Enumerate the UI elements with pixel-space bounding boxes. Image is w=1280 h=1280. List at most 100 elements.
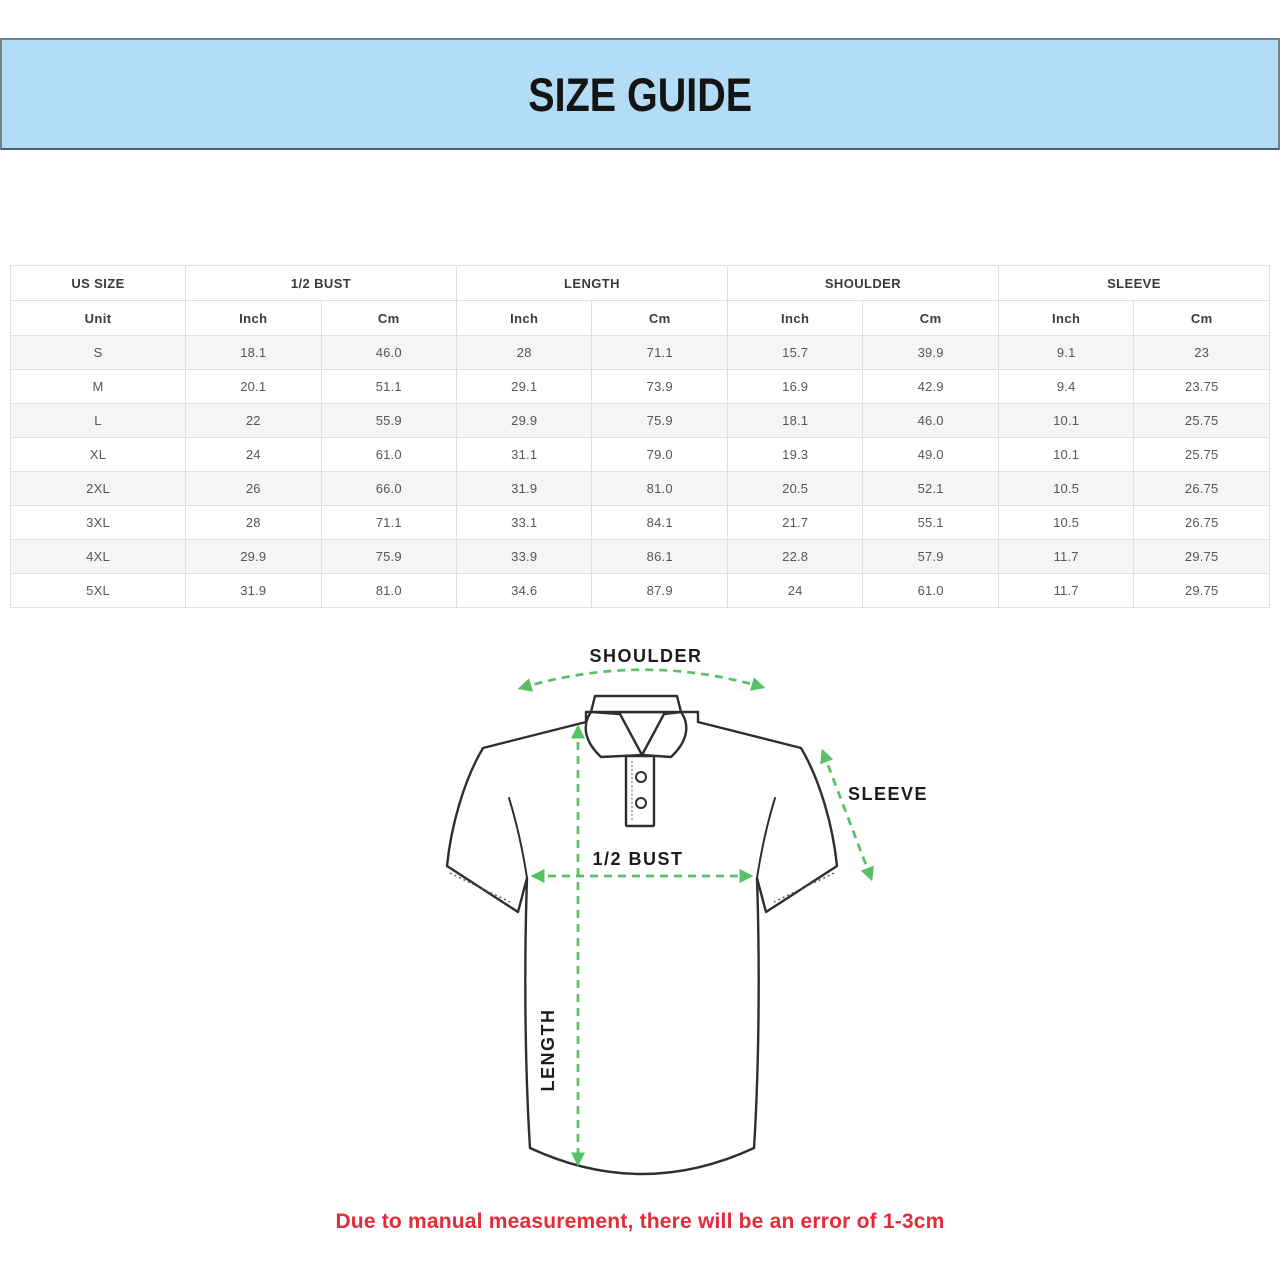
table-cell: 28	[455, 335, 593, 370]
table-cell: 29.9	[455, 403, 593, 438]
unit-header-cell: Inch	[185, 300, 322, 336]
table-cell: 46.0	[320, 335, 457, 370]
unit-header-cell: Unit	[9, 300, 187, 336]
table-header: US SIZE 1/2 BUST LENGTH SHOULDER SLEEVE …	[9, 265, 1271, 336]
table-cell: 26.75	[1133, 471, 1270, 506]
table-cell: 66.0	[320, 471, 457, 506]
unit-header-cell: Cm	[1133, 300, 1270, 336]
page-title: SIZE GUIDE	[528, 67, 752, 121]
size-chart-table: US SIZE 1/2 BUST LENGTH SHOULDER SLEEVE …	[9, 265, 1271, 608]
table-cell: 20.5	[726, 471, 864, 506]
unit-header-cell: Cm	[862, 300, 999, 336]
table-cell: 28	[185, 505, 322, 540]
table-cell: 86.1	[591, 539, 728, 574]
table-cell: 81.0	[591, 471, 728, 506]
table-row: 5XL 31.9 81.0 34.6 87.9 24 61.0 11.7 29.75	[9, 573, 1270, 608]
table-cell: L	[9, 403, 187, 438]
measurement-diagram: SHOULDER SLEEVE 1/2 BUST LENGTH	[420, 628, 940, 1193]
table-row: L 22 55.9 29.9 75.9 18.1 46.0 10.1 25.75	[9, 403, 1270, 438]
col-group-sleeve: SLEEVE	[997, 265, 1271, 301]
table-cell: 19.3	[726, 437, 864, 472]
table-cell: 2XL	[9, 471, 187, 506]
table-cell: 25.75	[1133, 403, 1270, 438]
unit-header-cell: Cm	[320, 300, 457, 336]
col-group-half-bust: 1/2 BUST	[185, 265, 457, 301]
unit-header-cell: Cm	[591, 300, 728, 336]
table-cell: 46.0	[862, 403, 999, 438]
table-cell: 57.9	[862, 539, 999, 574]
table-cell: 61.0	[862, 573, 999, 608]
table-cell: 10.5	[997, 471, 1135, 506]
table-cell: 23.75	[1133, 369, 1270, 404]
table-cell: 20.1	[185, 369, 322, 404]
table-cell: 10.5	[997, 505, 1135, 540]
table-cell: S	[9, 335, 187, 370]
table-cell: 26	[185, 471, 322, 506]
table-cell: 11.7	[997, 573, 1135, 608]
half-bust-label: 1/2 BUST	[592, 849, 683, 869]
table-row: M 20.1 51.1 29.1 73.9 16.9 42.9 9.4 23.75	[9, 369, 1270, 404]
table-cell: 75.9	[591, 403, 728, 438]
table-cell: 33.1	[455, 505, 593, 540]
unit-header-cell: Inch	[997, 300, 1135, 336]
table-cell: 25.75	[1133, 437, 1270, 472]
sleeve-label: SLEEVE	[848, 784, 928, 804]
table-cell: 5XL	[9, 573, 187, 608]
table-cell: 22.8	[726, 539, 864, 574]
col-group-us-size: US SIZE	[9, 265, 187, 301]
table-cell: 42.9	[862, 369, 999, 404]
table-cell: 75.9	[320, 539, 457, 574]
table-cell: 11.7	[997, 539, 1135, 574]
table-cell: 71.1	[591, 335, 728, 370]
size-table-body: S 18.1 46.0 28 71.1 15.7 39.9 9.1 23 M 20.1 51.1 29.…	[9, 335, 1270, 608]
group-header-row: US SIZE 1/2 BUST LENGTH SHOULDER SLEEVE	[9, 265, 1271, 301]
table-cell: 71.1	[320, 505, 457, 540]
table-cell: 18.1	[726, 403, 864, 438]
table-cell: 18.1	[185, 335, 322, 370]
table-cell: 9.4	[997, 369, 1135, 404]
table-cell: 55.9	[320, 403, 457, 438]
table-row: 3XL 28 71.1 33.1 84.1 21.7 55.1 10.5 26.75	[9, 505, 1270, 540]
table-cell: 39.9	[862, 335, 999, 370]
table-cell: 51.1	[320, 369, 457, 404]
sleeve-arrow	[820, 748, 874, 882]
measurement-disclaimer: Due to manual measurement, there will be…	[335, 1210, 945, 1233]
table-cell: 29.1	[455, 369, 593, 404]
length-label: LENGTH	[538, 1009, 558, 1092]
table-cell: 24	[185, 437, 322, 472]
unit-header-row: Unit Inch Cm Inch Cm Inch Cm Inch Cm	[9, 300, 1270, 336]
table-row: XL 24 61.0 31.1 79.0 19.3 49.0 10.1 25.75	[9, 437, 1270, 472]
table-cell: 79.0	[591, 437, 728, 472]
table-cell: 10.1	[997, 437, 1135, 472]
table-cell: 29.75	[1133, 573, 1270, 608]
table-cell: 21.7	[726, 505, 864, 540]
table-cell: 52.1	[862, 471, 999, 506]
table-cell: 26.75	[1133, 505, 1270, 540]
unit-header-cell: Inch	[455, 300, 593, 336]
unit-header-cell: Inch	[726, 300, 864, 336]
table-cell: 33.9	[455, 539, 593, 574]
table-cell: 34.6	[455, 573, 593, 608]
table-cell: 23	[1133, 335, 1270, 370]
col-group-shoulder: SHOULDER	[726, 265, 999, 301]
table-cell: 31.9	[185, 573, 322, 608]
table-cell: 87.9	[591, 573, 728, 608]
polo-shirt-outline	[445, 694, 839, 1176]
table-cell: 31.1	[455, 437, 593, 472]
table-cell: 22	[185, 403, 322, 438]
measurement-arrows	[517, 668, 874, 1167]
table-cell: 4XL	[9, 539, 187, 574]
table-cell: 55.1	[862, 505, 999, 540]
table-cell: 16.9	[726, 369, 864, 404]
table-cell: 81.0	[320, 573, 457, 608]
table-cell: 10.1	[997, 403, 1135, 438]
table-row: S 18.1 46.0 28 71.1 15.7 39.9 9.1 23	[9, 335, 1270, 370]
table-cell: 84.1	[591, 505, 728, 540]
shoulder-arrow	[517, 668, 766, 692]
table-cell: 3XL	[9, 505, 187, 540]
table-cell: M	[9, 369, 187, 404]
table-row: 4XL 29.9 75.9 33.9 86.1 22.8 57.9 11.7 29.75	[9, 539, 1270, 574]
table-cell: 9.1	[997, 335, 1135, 370]
table-cell: 15.7	[726, 335, 864, 370]
